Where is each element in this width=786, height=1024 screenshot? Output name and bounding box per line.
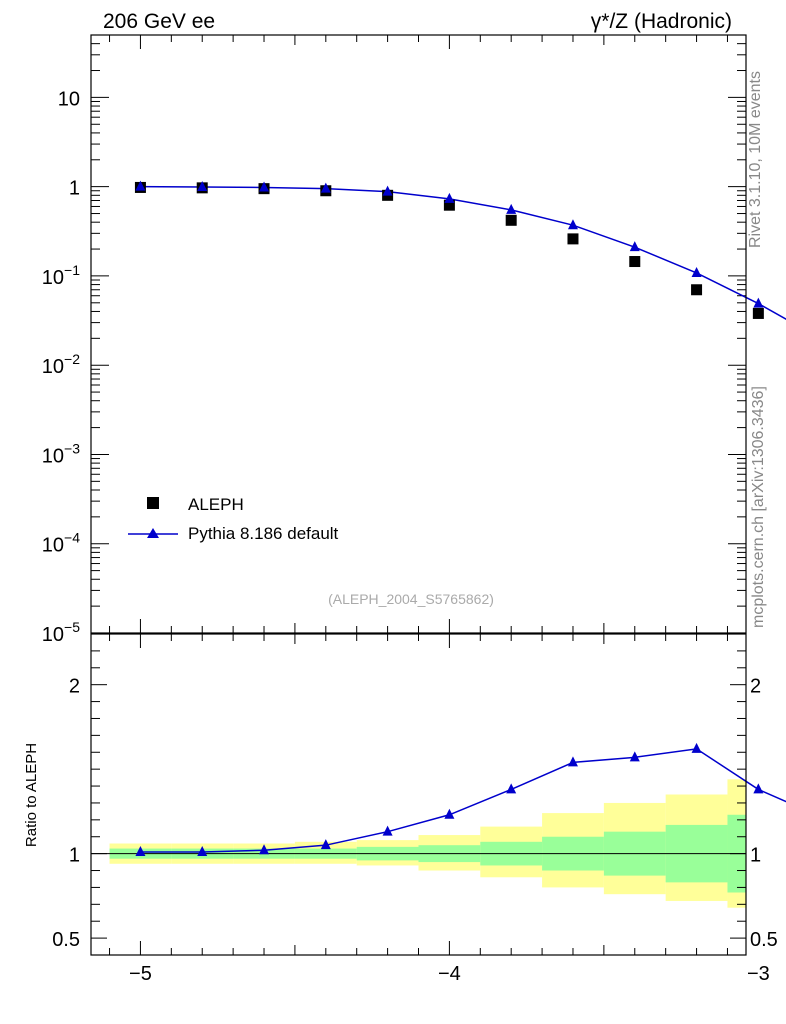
top-y-tick-label: 10 (58, 88, 80, 110)
mc-point (382, 185, 393, 196)
ratio-y-tick-label: 2 (69, 676, 80, 698)
legend-mc-label: Pythia 8.186 default (188, 524, 339, 543)
top-y-tick-label: 10−3 (42, 440, 80, 467)
top-y-tick-label: 10−5 (42, 619, 80, 646)
legend-data-marker (147, 497, 159, 509)
mc-point (444, 192, 455, 203)
ratio-y-axis-label: Ratio to ALEPH (23, 743, 40, 847)
analysis-watermark: (ALEPH_2004_S5765862) (328, 591, 494, 607)
ratio-y-tick-label: 1 (69, 845, 80, 867)
ratio-y-tick-label-right: 1 (750, 845, 761, 867)
top-y-tick-label: 10−2 (42, 351, 80, 378)
aleph-point (443, 199, 455, 211)
mc-curve (140, 185, 786, 320)
aleph-point (752, 307, 764, 319)
mc-point (259, 181, 270, 192)
legend-data-label: ALEPH (188, 495, 244, 514)
ratio-point (567, 756, 578, 767)
ratio-panel: 2 2 1 1 0.5 0.5 −5 −4 −3 (52, 633, 786, 985)
ratio-point (629, 751, 640, 762)
ratio-point (197, 845, 208, 856)
mc-point (320, 182, 331, 193)
ratio-point (753, 783, 764, 794)
ratio-point (444, 808, 455, 819)
ratio-point (135, 845, 146, 856)
top-frame (90, 34, 747, 634)
ratio-y-tick-label-right: 2 (750, 676, 761, 698)
mc-point (691, 266, 702, 277)
ratio-x-tick-label: −4 (438, 963, 461, 985)
mc-point (135, 180, 146, 191)
mcplots-label: mcplots.cern.ch [arXiv:1306.3436] (750, 386, 767, 628)
energy-title: 206 GeV ee (103, 10, 215, 33)
ratio-frame (90, 633, 747, 956)
top-panel: 10 1 10−1 10−2 10−3 10−4 10−5 (42, 34, 786, 646)
process-title: γ*/Z (Hadronic) (591, 10, 732, 33)
legend: ALEPH Pythia 8.186 default (128, 495, 339, 543)
aleph-point (567, 233, 579, 245)
ratio-point (691, 742, 702, 753)
ratio-point (320, 839, 331, 850)
mc-point (506, 203, 517, 214)
top-y-tick-label: 10−4 (42, 530, 80, 557)
mc-point (567, 219, 578, 230)
mc-point (753, 297, 764, 308)
top-y-tick-label: 10−1 (42, 262, 80, 289)
ratio-y-tick-label-right: 0.5 (750, 929, 778, 951)
ratio-x-tick-label: −5 (129, 963, 152, 985)
rivet-label: Rivet 3.1.10, 10M events (747, 71, 764, 248)
legend-mc-marker (147, 528, 159, 538)
aleph-point (629, 256, 641, 268)
aleph-point (691, 284, 703, 296)
ratio-point (382, 825, 393, 836)
top-y-tick-label: 1 (69, 178, 80, 200)
mc-point (197, 181, 208, 192)
ratio-y-tick-label: 0.5 (52, 929, 80, 951)
aleph-point (505, 214, 517, 226)
ratio-x-tick-label: −3 (747, 963, 770, 985)
mc-point (629, 241, 640, 252)
ratio-point (259, 844, 270, 855)
ratio-point (506, 783, 517, 794)
